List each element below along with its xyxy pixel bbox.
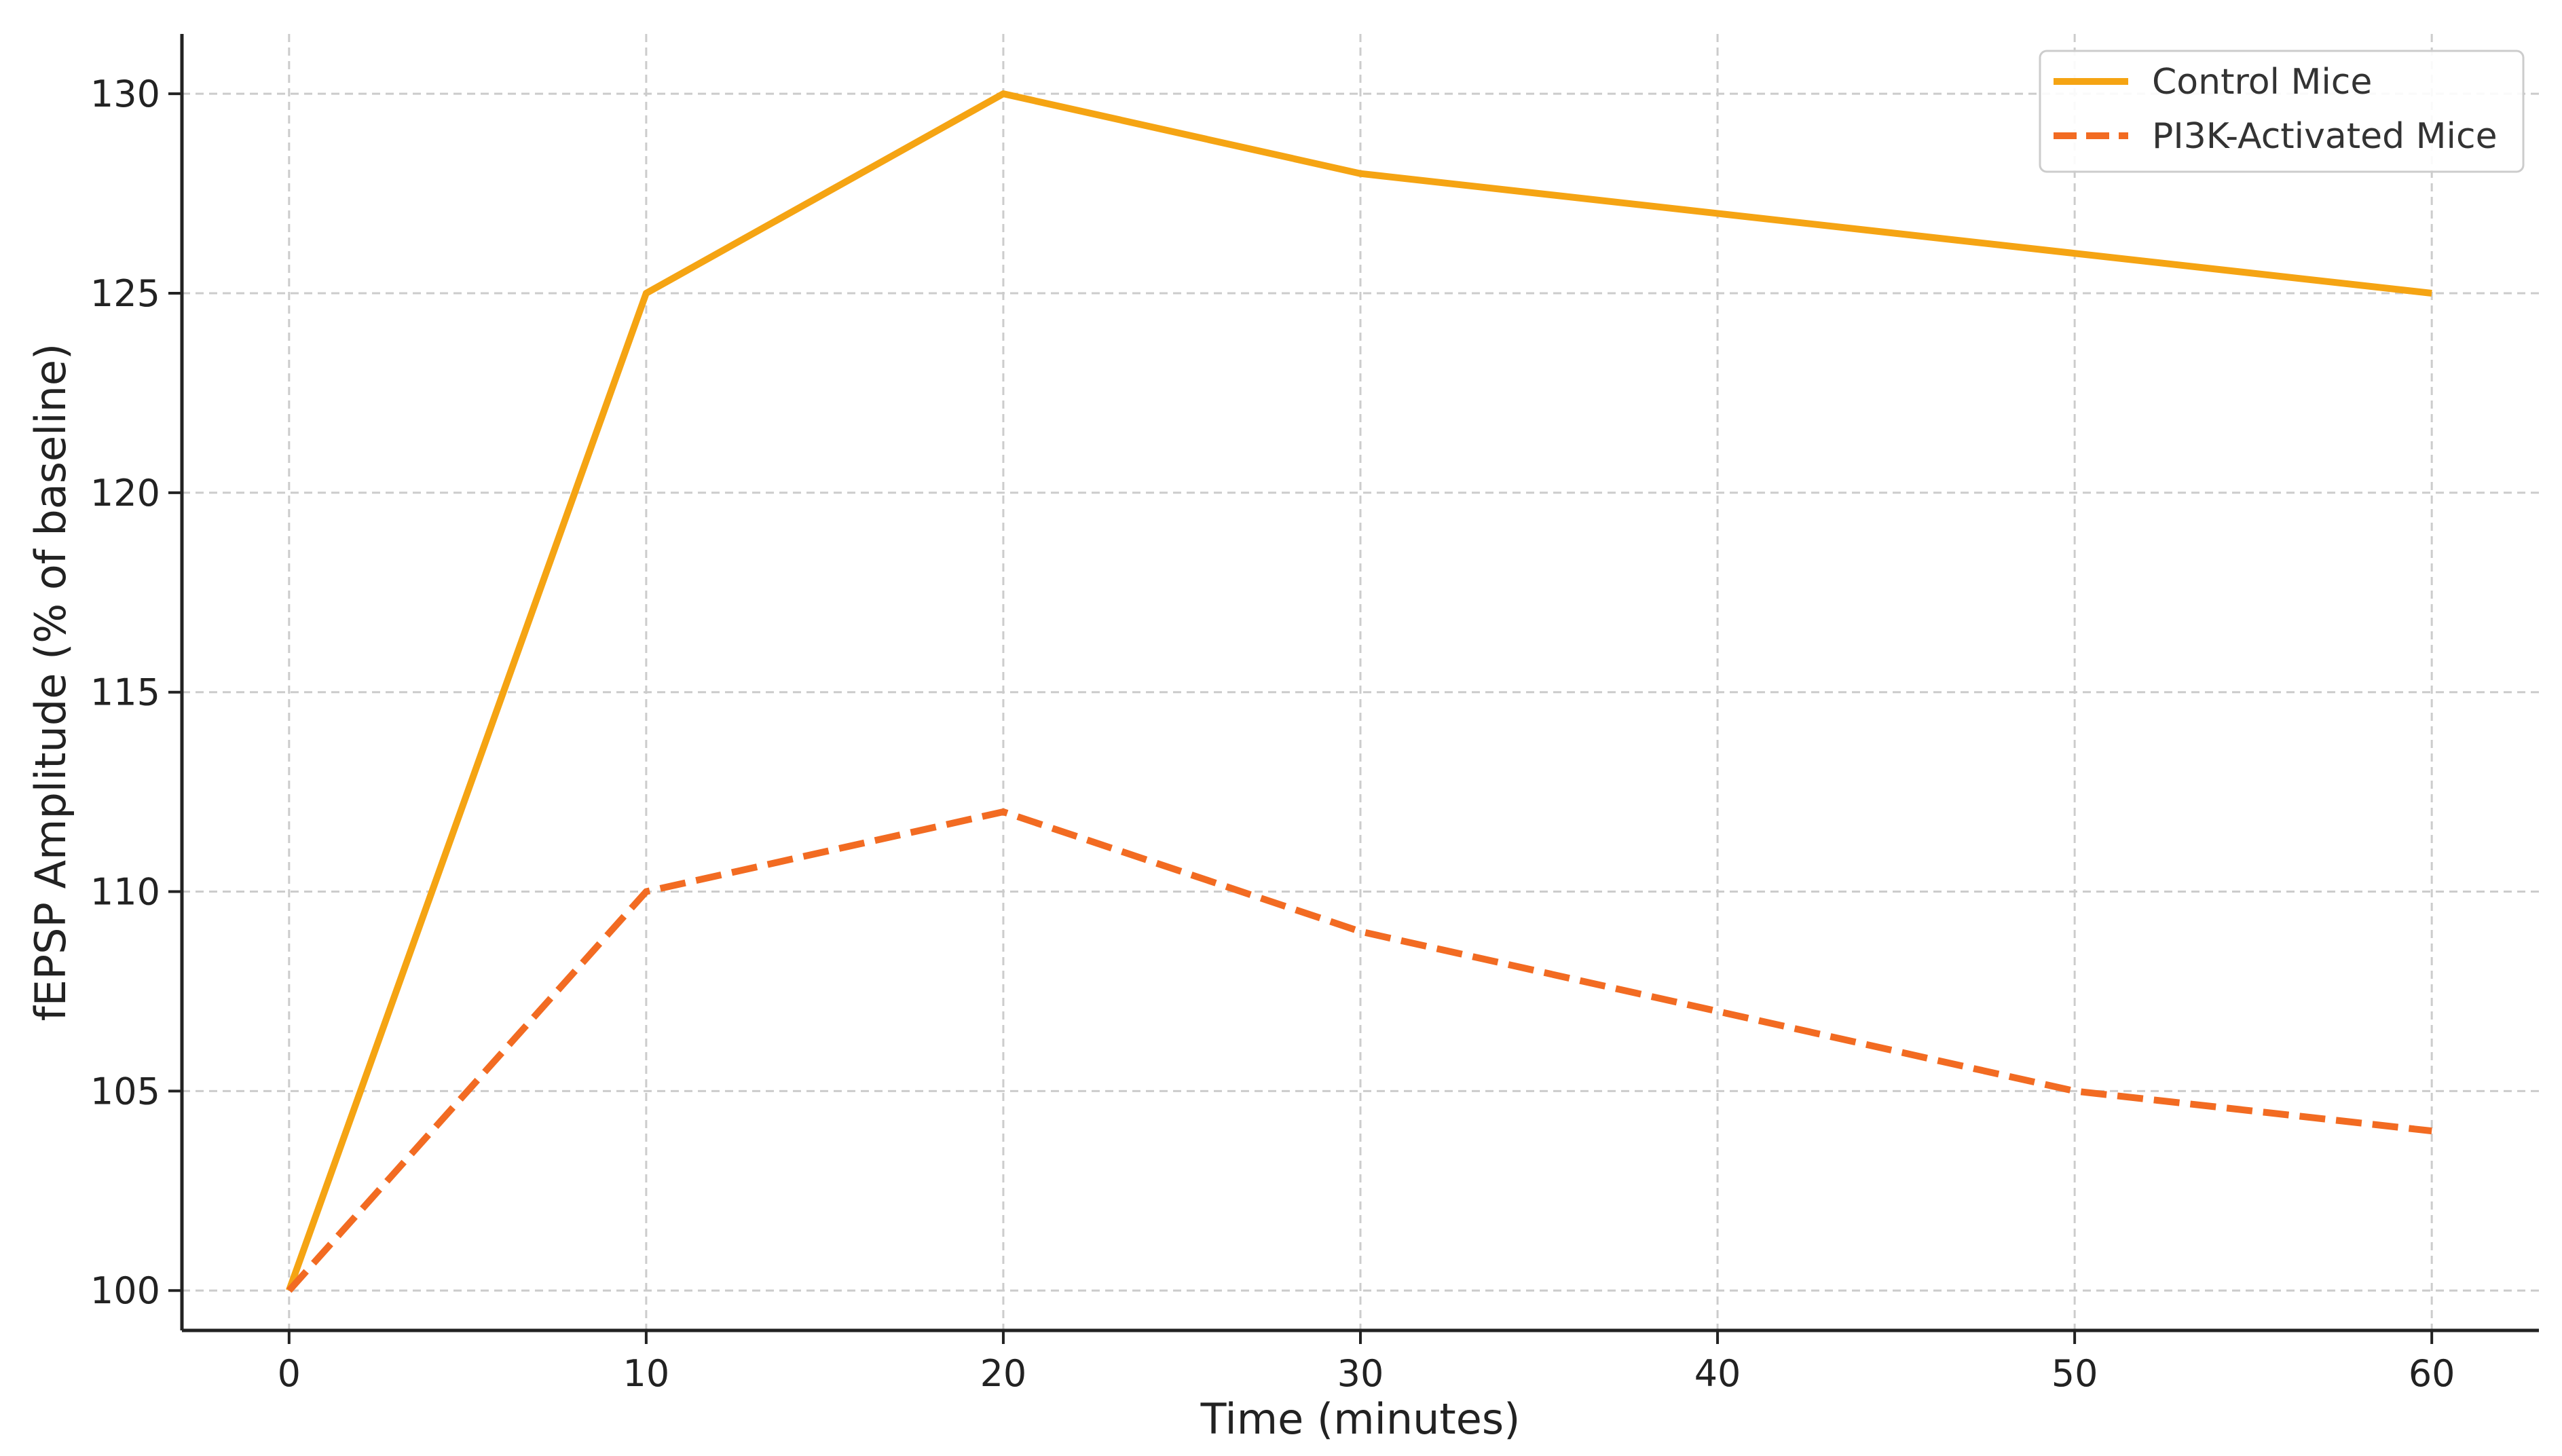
x-tick-label: 60 xyxy=(2409,1352,2455,1395)
y-tick-label: 100 xyxy=(90,1269,160,1312)
y-tick-label: 110 xyxy=(90,871,160,914)
y-axis-label: fEPSP Amplitude (% of baseline) xyxy=(26,343,75,1021)
legend-box xyxy=(2039,50,2525,173)
x-tick-label: 30 xyxy=(1337,1352,1384,1395)
y-tick-label: 125 xyxy=(90,272,160,315)
legend-label-pi3k-activated-mice: PI3K-Activated Mice xyxy=(2152,116,2498,157)
x-tick-label: 10 xyxy=(623,1352,670,1395)
y-axis-ticks: 100 105 110 115 120 125 130 xyxy=(90,73,182,1312)
y-tick-label: 115 xyxy=(90,671,160,714)
series-line-pi3k-activated-mice xyxy=(286,808,2432,1293)
x-axis-label: Time (minutes) xyxy=(1200,1394,1521,1444)
legend: Control Mice PI3K-Activated Mice xyxy=(2039,50,2525,173)
series-line-control-mice xyxy=(286,90,2432,1292)
x-tick-label: 0 xyxy=(278,1352,301,1395)
x-tick-label: 20 xyxy=(980,1352,1027,1395)
x-tick-label: 40 xyxy=(1694,1352,1741,1395)
series-layer xyxy=(286,90,2432,1293)
legend-label-control-mice: Control Mice xyxy=(2152,62,2372,102)
grid-lines xyxy=(182,34,2539,1330)
y-tick-label: 105 xyxy=(90,1070,160,1113)
y-tick-label: 120 xyxy=(90,472,160,515)
y-tick-label: 130 xyxy=(90,73,160,115)
x-tick-label: 50 xyxy=(2052,1352,2098,1395)
x-axis-ticks: 0 10 20 30 40 50 60 xyxy=(278,1330,2455,1395)
